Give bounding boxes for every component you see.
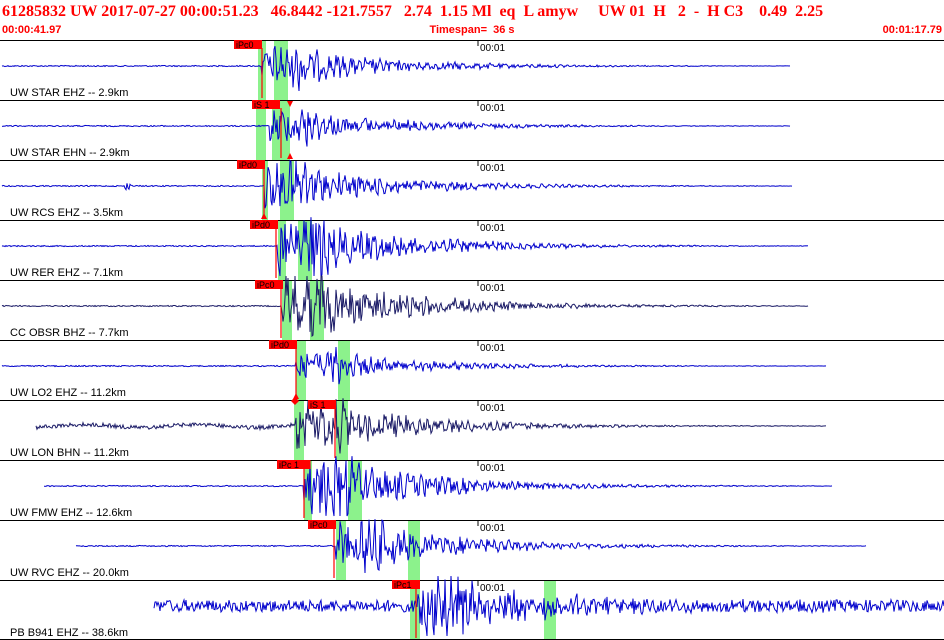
channel-panel: 00:01 iPd0 UW RER EHZ -- 7.1km [0,217,944,280]
phase-pick-label: iPd0 [271,340,289,350]
channel-label: UW STAR EHN -- 2.9km [10,147,130,159]
phase-pick-box [252,100,280,109]
seismogram-panel-stack: 00:01 iPc0 UW STAR EHZ -- 2.9km 00:01 iS 1 UW… [0,40,944,640]
channel-panel: 00:01 iPc0 UW STAR EHZ -- 2.9km [0,40,944,100]
timespan-label: Timespan= 36 s [429,24,515,36]
time-tick-label: 00:01 [480,343,505,354]
pick-marker-triangle [261,213,267,219]
pick-marker-triangle [287,101,293,107]
analysis-window [256,101,266,160]
channel-panel: 00:01 iPc0 UW RVC EHZ -- 20.0km [0,519,944,580]
channel-label: UW FMW EHZ -- 12.6km [10,507,132,519]
phase-pick-box [234,40,262,49]
time-tick-label: 00:01 [480,43,505,54]
channel-label: UW RER EHZ -- 7.1km [10,267,123,279]
analysis-window [410,581,420,640]
analysis-window [274,41,288,100]
phase-pick-box [277,460,311,469]
waveform-trace [35,398,826,454]
phase-pick-box [392,580,420,589]
waveform-trace [1,275,809,338]
phase-pick-label: iPd0 [239,160,257,170]
waveform-trace [1,159,793,209]
phase-pick-label: iPc 1 [279,460,299,470]
waveform-trace [1,346,827,385]
waveform-trace [153,575,944,637]
pick-marker-triangle [287,153,293,159]
channel-panel: 00:01 iS 1 UW LON BHN -- 11.2km [0,397,944,460]
waveform-trace [1,217,809,278]
channel-label: UW RVC EHZ -- 20.0km [10,567,129,579]
channel-label: UW LON BHN -- 11.2km [10,447,129,459]
channel-panel: 00:01 iPd0 UW LO2 EHZ -- 11.2km [0,340,944,400]
analysis-window [336,521,346,580]
phase-pick-box [308,400,336,409]
time-tick-label: 00:01 [480,463,505,474]
event-summary-title: 61285832 UW 2017-07-27 00:00:51.23 46.84… [2,3,824,20]
phase-pick-box [255,280,283,289]
phase-pick-label: iPc0 [236,40,254,50]
analysis-window [278,221,286,280]
time-tick-label: 00:01 [480,403,505,414]
pick-marker-diamond [291,397,299,405]
phase-pick-box [308,520,336,529]
phase-pick-box [250,220,278,229]
phase-pick-label: iPc1 [394,580,412,590]
phase-pick-label: iS 1 [310,400,326,410]
analysis-window [304,461,312,520]
channel-label: PB B941 EHZ -- 38.6km [10,627,128,639]
channel-label: UW RCS EHZ -- 3.5km [10,207,123,219]
time-tick-label: 00:01 [480,523,505,534]
channel-label: CC OBSR BHZ -- 7.7km [10,327,129,339]
start-time-label: 00:00:41.97 [2,24,62,36]
phase-pick-label: iPd0 [252,220,270,230]
analysis-window [282,281,292,340]
event-header: 61285832 UW 2017-07-27 00:00:51.23 46.84… [0,0,944,40]
time-tick-label: 00:01 [480,223,505,234]
seismogram-svg: 00:01 iPc0 UW STAR EHZ -- 2.9km 00:01 iS 1 UW… [0,40,944,640]
phase-pick-label: iPc0 [257,280,275,290]
phase-pick-label: iPc0 [310,520,328,530]
phase-pick-label: iS 1 [254,100,270,110]
channel-label: UW STAR EHZ -- 2.9km [10,87,128,99]
waveform-trace [1,109,791,147]
analysis-window [262,161,268,220]
phase-pick-box [269,340,297,349]
waveform-trace [44,456,833,517]
analysis-window [296,341,306,400]
end-time-label: 00:01:17.79 [882,24,942,36]
channel-panel: 00:01 iPd0 UW RCS EHZ -- 3.5km [0,159,944,220]
time-tick-label: 00:01 [480,163,505,174]
waveform-trace [1,46,791,92]
channel-panel: 00:01 iPc 1 UW FMW EHZ -- 12.6km [0,456,944,520]
time-tick-label: 00:01 [480,283,505,294]
analysis-window [338,341,350,400]
time-tick-label: 00:01 [480,103,505,114]
waveform-trace [75,519,867,574]
channel-label: UW LO2 EHZ -- 11.2km [10,387,126,399]
channel-panel: 00:01 iS 1 UW STAR EHN -- 2.9km [0,100,944,160]
time-tick-label: 00:01 [480,583,505,594]
channel-panel: 00:01 iPc1 PB B941 EHZ -- 38.6km [0,575,944,640]
phase-pick-box [237,160,265,169]
channel-panel: 00:01 iPc0 CC OBSR BHZ -- 7.7km [0,275,944,340]
